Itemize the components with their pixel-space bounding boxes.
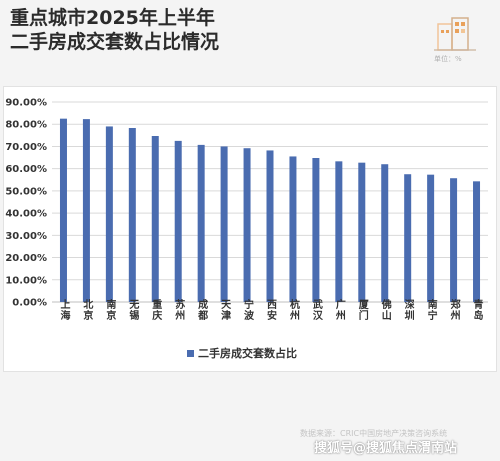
- watermark-text: 搜狐号@搜狐焦点渭南站: [314, 441, 458, 456]
- bar: [427, 174, 435, 302]
- unit-label: 单位：%: [434, 55, 462, 63]
- legend-swatch: [187, 350, 194, 357]
- x-tick-label: 天津: [219, 299, 231, 321]
- x-tick-label: 深圳: [402, 298, 414, 321]
- bar: [381, 164, 389, 302]
- bar: [335, 161, 343, 302]
- x-tick-label: 广州: [333, 298, 346, 321]
- bar: [358, 162, 366, 302]
- x-tick-label: 成都: [196, 298, 209, 321]
- x-tick-label: 郑州: [448, 298, 461, 321]
- x-tick-label: 上海: [58, 298, 70, 321]
- x-tick-label: 杭州: [287, 298, 300, 321]
- bar: [450, 178, 458, 302]
- y-tick-label: 70.00%: [5, 142, 47, 153]
- x-tick-label: 西安: [265, 299, 277, 321]
- x-tick-label: 厦门: [356, 299, 368, 321]
- bar: [220, 146, 228, 302]
- x-tick-label: 南京: [104, 298, 116, 321]
- bar: [473, 181, 481, 302]
- legend-label: 二手房成交套数占比: [198, 346, 297, 360]
- chart-title: 重点城市2025年上半年 二手房成交套数占比情况: [10, 6, 219, 54]
- x-tick-label: 武汉: [310, 298, 322, 321]
- bar: [174, 140, 182, 302]
- bar: [312, 158, 320, 302]
- y-tick-label: 10.00%: [5, 275, 47, 286]
- y-tick-label: 90.00%: [5, 98, 47, 109]
- source-note: 数据来源：CRIC中国房地产决策咨询系统: [300, 429, 448, 438]
- title-line-2: 二手房成交套数占比情况: [10, 31, 220, 53]
- y-tick-label: 50.00%: [5, 186, 47, 197]
- bar: [289, 156, 297, 302]
- x-tick-label: 青岛: [471, 298, 483, 321]
- y-tick-label: 60.00%: [5, 164, 47, 175]
- bar: [266, 150, 274, 302]
- x-tick-label: 佛山: [379, 298, 392, 321]
- title-line-1: 重点城市2025年上半年: [10, 7, 215, 29]
- bar: [59, 118, 67, 303]
- building-icon: [434, 17, 476, 51]
- bar: [404, 174, 412, 302]
- x-tick-label: 北京: [81, 298, 93, 321]
- x-tick-label: 苏州: [173, 298, 186, 321]
- x-tick-label: 南宁: [425, 298, 437, 321]
- bar-chart: 0.00% 10.00% 20.00% 30.00% 40.00% 50.00% 60.00…: [5, 98, 488, 360]
- x-tick-label: 重庆: [150, 298, 163, 321]
- y-tick-label: 30.00%: [5, 231, 47, 242]
- bar: [105, 126, 113, 302]
- bar: [197, 144, 205, 302]
- x-tick-label: 宁波: [242, 298, 254, 321]
- bar: [82, 119, 90, 302]
- y-tick-label: 80.00%: [5, 120, 47, 131]
- bar: [243, 148, 251, 302]
- x-tick-label: 无锡: [127, 299, 140, 321]
- y-tick-label: 0.00%: [12, 298, 47, 309]
- bar: [151, 136, 159, 302]
- y-tick-label: 40.00%: [5, 209, 47, 220]
- bar: [128, 128, 136, 302]
- y-tick-label: 20.00%: [5, 253, 47, 264]
